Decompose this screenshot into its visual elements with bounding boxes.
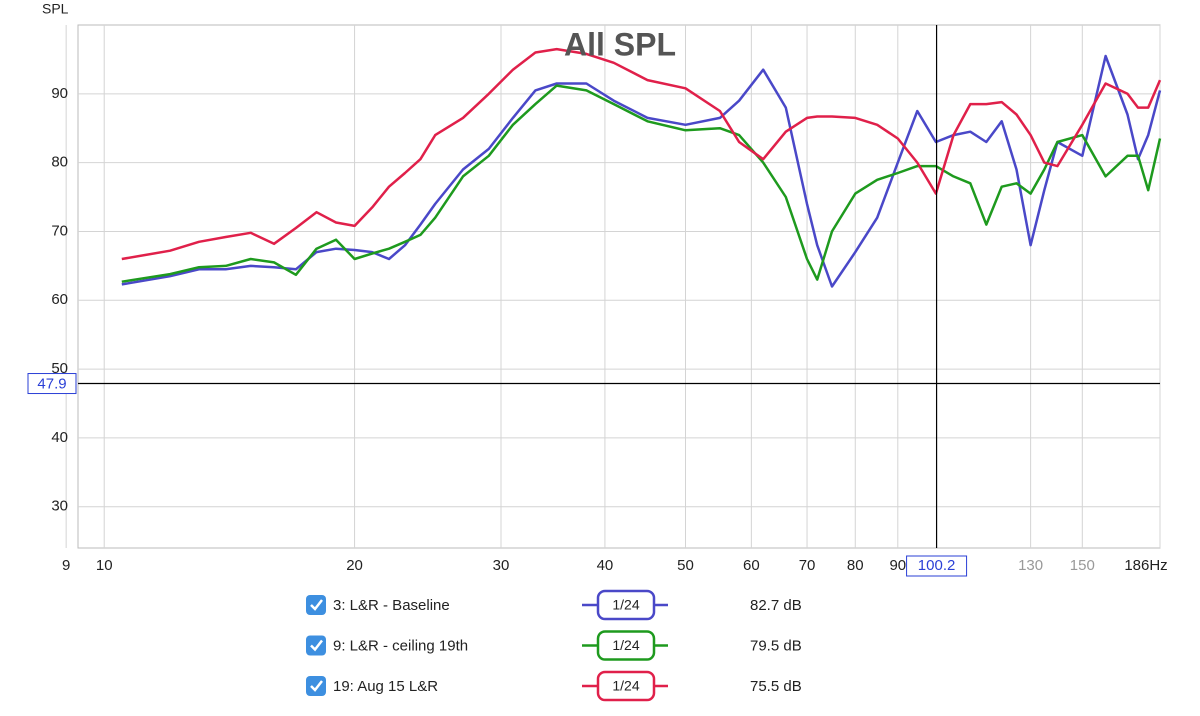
cursor-box <box>27 373 77 395</box>
series-line <box>121 54 1162 288</box>
x-tick-label: 50 <box>677 557 694 574</box>
plot-area <box>77 24 1161 549</box>
x-tick-label: 186Hz <box>1124 557 1167 574</box>
y-tick-label: 90 <box>51 85 68 102</box>
cursor-value: 79.5 dB <box>750 637 802 654</box>
checkbox <box>306 595 326 615</box>
legend-label: 9: L&R - ceiling 19th <box>333 637 468 654</box>
series-line <box>121 47 1162 261</box>
y-tick-label: 70 <box>51 222 68 239</box>
x-tick-label: 60 <box>743 557 760 574</box>
smoothing-box <box>596 630 656 661</box>
x-tick-label: 30 <box>493 557 510 574</box>
y-tick-label: 80 <box>51 154 68 171</box>
legend-label: 19: Aug 15 L&R <box>333 678 438 695</box>
cursor-value: 75.5 dB <box>750 678 802 695</box>
y-tick-label: 50 <box>51 360 68 377</box>
x-tick-label: 40 <box>597 557 614 574</box>
y-axis-label: SPL <box>42 1 69 17</box>
grid-layer <box>65 25 1161 548</box>
smoothing-box <box>596 589 656 621</box>
checkbox <box>306 676 326 696</box>
cursor-value: 82.7 dB <box>750 597 802 614</box>
cursor-y-label: 47.9 <box>37 375 66 392</box>
y-tick-label: 30 <box>51 498 68 515</box>
series-layer <box>121 47 1162 288</box>
x-tick-label: 10 <box>96 557 113 574</box>
legend-label: 3: L&R - Baseline <box>333 597 450 614</box>
x-tick-label: 9 <box>62 557 70 574</box>
cursor-box <box>906 555 968 577</box>
checkmark <box>310 599 323 611</box>
x-tick-label: 20 <box>346 557 363 574</box>
series-line <box>121 84 1162 283</box>
smoothing-label: 1/24 <box>612 678 639 694</box>
x-tick-label: 150 <box>1070 557 1095 574</box>
x-tick-label: 90 <box>889 557 906 574</box>
smoothing-box <box>596 670 656 702</box>
cursor-x-label: 100.2 <box>918 557 956 574</box>
x-tick-label: 80 <box>847 557 864 574</box>
y-tick-label: 40 <box>51 429 68 446</box>
x-tick-label: 130 <box>1018 557 1043 574</box>
y-tick-label: 60 <box>51 291 68 308</box>
checkmark <box>310 680 323 692</box>
legend: 3: L&R - Baseline 1/24 82.7 dB 9: L&R - cei… <box>306 589 802 702</box>
x-tick-label: 70 <box>799 557 816 574</box>
smoothing-label: 1/24 <box>612 597 639 613</box>
checkmark <box>310 639 323 652</box>
chart-title: All SPL <box>564 26 676 62</box>
smoothing-label: 1/24 <box>612 637 639 653</box>
checkbox <box>306 635 326 656</box>
